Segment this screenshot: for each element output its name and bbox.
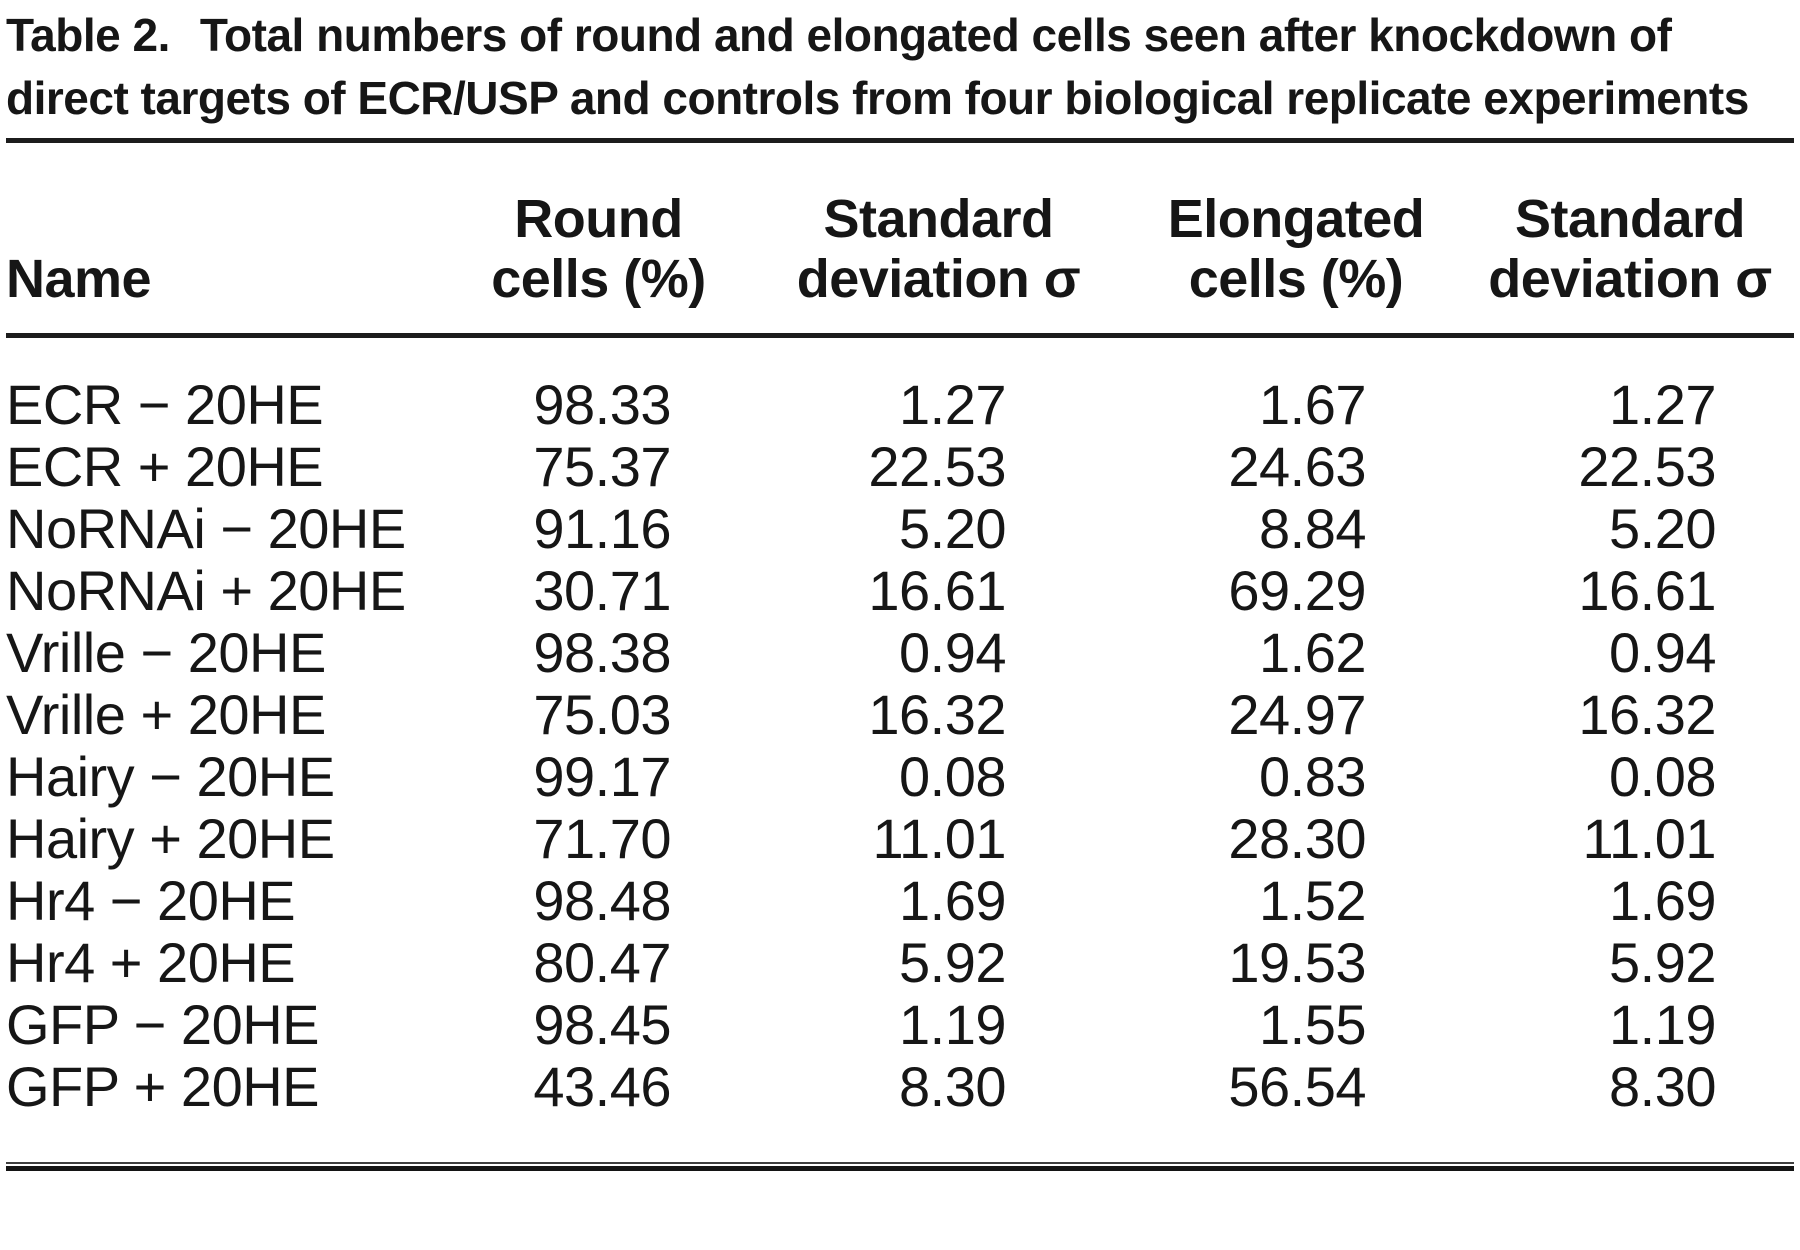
cell-sd-round: 8.30 [899,1055,1007,1118]
table-header: Name Round cells (%) Standard deviation … [6,143,1794,333]
table-bottom-rule [6,1162,1794,1171]
cell-name: Vrille − 20HE [6,621,326,684]
cell-sd-elongated: 16.32 [1578,683,1716,746]
cell-elongated-pct: 1.62 [1259,621,1367,684]
table-row: Hairy − 20HE 99.17 0.08 0.83 0.08 [6,746,1794,808]
cell-sd-elongated: 5.92 [1609,931,1717,994]
cell-sd-round: 11.01 [872,807,1007,870]
cell-sd-elongated: 1.27 [1609,373,1717,436]
cell-sd-elongated: 1.69 [1609,869,1717,932]
cell-round-pct: 43.46 [533,1055,671,1118]
table-row: Hairy + 20HE 71.70 11.01 28.30 11.01 [6,808,1794,870]
cell-name: Hairy + 20HE [6,807,335,870]
bottom-rule-thin-line [6,1162,1794,1164]
table-body: ECR − 20HE 98.33 1.27 1.67 1.27 ECR + 20… [6,374,1794,1118]
table-row: NoRNAi + 20HE 30.71 16.61 69.29 16.61 [6,560,1794,622]
cell-sd-elongated: 5.20 [1609,497,1717,560]
table-row: Hr4 + 20HE 80.47 5.92 19.53 5.92 [6,932,1794,994]
column-header-standard-deviation-elongated: Standard deviation σ [1488,189,1772,309]
cell-elongated-pct: 1.67 [1259,373,1367,436]
cell-sd-round: 0.94 [899,621,1007,684]
table-row: NoRNAi − 20HE 91.16 5.20 8.84 5.20 [6,498,1794,560]
cell-name: NoRNAi + 20HE [6,559,406,622]
cell-round-pct: 98.48 [533,869,671,932]
cell-elongated-pct: 0.83 [1259,745,1367,808]
cell-elongated-pct: 19.53 [1228,931,1366,994]
table-number-label: Table 2. [6,9,170,61]
table-row: ECR − 20HE 98.33 1.27 1.67 1.27 [6,374,1794,436]
cell-round-pct: 91.16 [533,497,671,560]
cell-sd-round: 1.27 [899,373,1007,436]
cell-round-pct: 99.17 [533,745,671,808]
column-header-name: Name [6,249,152,309]
cell-sd-elongated: 0.08 [1609,745,1717,808]
cell-elongated-pct: 1.52 [1259,869,1367,932]
cell-sd-round: 5.92 [899,931,1007,994]
cell-name: Vrille + 20HE [6,683,326,746]
cell-sd-elongated: 8.30 [1609,1055,1717,1118]
cell-round-pct: 71.70 [533,807,671,870]
cell-name: NoRNAi − 20HE [6,497,406,560]
cell-round-pct: 75.37 [533,435,671,498]
table-row: GFP − 20HE 98.45 1.19 1.55 1.19 [6,994,1794,1056]
cell-elongated-pct: 24.63 [1228,435,1366,498]
table-title-text: Total numbers of round and elongated cel… [6,9,1749,124]
header-row: Name Round cells (%) Standard deviation … [6,143,1794,333]
cell-round-pct: 98.45 [533,993,671,1056]
cell-elongated-pct: 8.84 [1259,497,1367,560]
cell-sd-round: 16.61 [868,559,1006,622]
table-row: Vrille − 20HE 98.38 0.94 1.62 0.94 [6,622,1794,684]
cell-round-pct: 75.03 [533,683,671,746]
cell-name: GFP − 20HE [6,993,320,1056]
column-header-standard-deviation-round: Standard deviation σ [796,189,1081,309]
cell-sd-round: 0.08 [899,745,1007,808]
table-title: Table 2. Total numbers of round and elong… [6,4,1794,130]
table-row: GFP + 20HE 43.46 8.30 56.54 8.30 [6,1056,1794,1118]
cell-sd-elongated: 22.53 [1578,435,1716,498]
cell-name: ECR + 20HE [6,435,324,498]
cell-elongated-pct: 28.30 [1228,807,1366,870]
cell-name: GFP + 20HE [6,1055,320,1118]
column-header-round-cells: Round cells (%) [491,189,706,309]
cell-round-pct: 98.38 [533,621,671,684]
cell-round-pct: 80.47 [533,931,671,994]
cell-elongated-pct: 56.54 [1228,1055,1366,1118]
table-row: Hr4 − 20HE 98.48 1.69 1.52 1.69 [6,870,1794,932]
cell-name: Hr4 + 20HE [6,931,296,994]
cell-sd-round: 5.20 [899,497,1007,560]
cell-sd-elongated: 0.94 [1609,621,1717,684]
cell-name: ECR − 20HE [6,373,324,436]
cell-elongated-pct: 1.55 [1259,993,1367,1056]
cell-sd-round: 1.69 [899,869,1007,932]
table-row: ECR + 20HE 75.37 22.53 24.63 22.53 [6,436,1794,498]
cell-sd-round: 16.32 [868,683,1006,746]
bottom-rule-thick-line [6,1166,1794,1171]
cell-elongated-pct: 24.97 [1228,683,1366,746]
cell-round-pct: 30.71 [533,559,671,622]
table-row: Vrille + 20HE 75.03 16.32 24.97 16.32 [6,684,1794,746]
cell-sd-round: 22.53 [868,435,1006,498]
column-header-elongated-cells: Elongated cells (%) [1167,189,1425,309]
cell-sd-elongated: 1.19 [1609,993,1717,1056]
cell-sd-round: 1.19 [899,993,1007,1056]
cell-sd-elongated: 11.01 [1582,807,1717,870]
cell-sd-elongated: 16.61 [1578,559,1716,622]
table-header-rule [6,333,1794,338]
cell-round-pct: 98.33 [533,373,671,436]
cell-name: Hairy − 20HE [6,745,335,808]
cell-name: Hr4 − 20HE [6,869,296,932]
cell-elongated-pct: 69.29 [1228,559,1366,622]
table-top-rule [6,138,1794,143]
